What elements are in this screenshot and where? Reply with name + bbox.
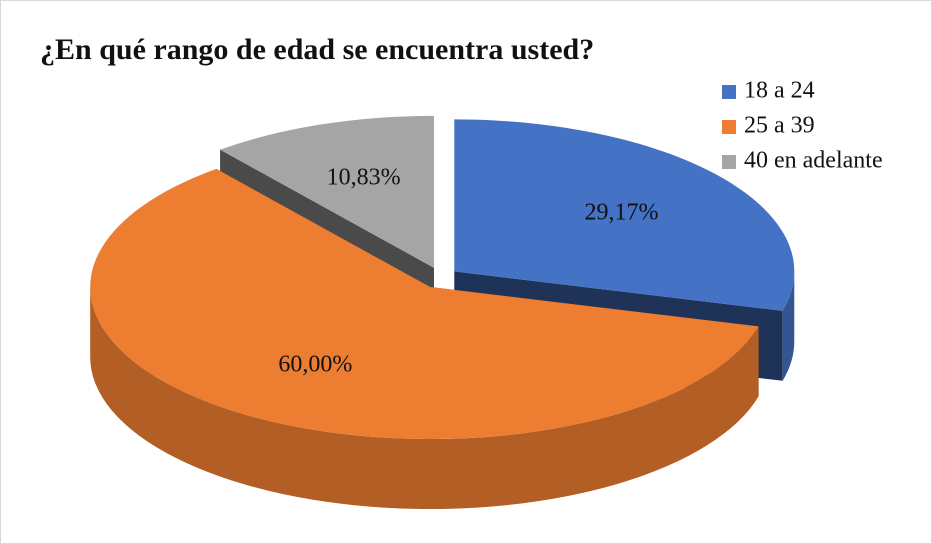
legend-swatch: [722, 120, 736, 134]
legend-swatch: [722, 155, 736, 169]
slice: [90, 168, 759, 440]
slice-outer-wall: [90, 287, 759, 510]
data-label: 60,00%: [278, 352, 352, 378]
data-label: 29,17%: [585, 200, 659, 226]
slice: [454, 119, 795, 311]
legend-label: 18 a 24: [744, 78, 815, 104]
data-label: 10,83%: [327, 164, 401, 190]
slice-outer-wall: [782, 271, 795, 381]
slice: [220, 115, 434, 268]
legend-label: 25 a 39: [744, 113, 815, 139]
legend-swatch: [722, 85, 736, 99]
chart-title: ¿En qué rango de edad se encuentra usted…: [40, 33, 594, 66]
legend-label: 40 en adelante: [744, 148, 883, 174]
